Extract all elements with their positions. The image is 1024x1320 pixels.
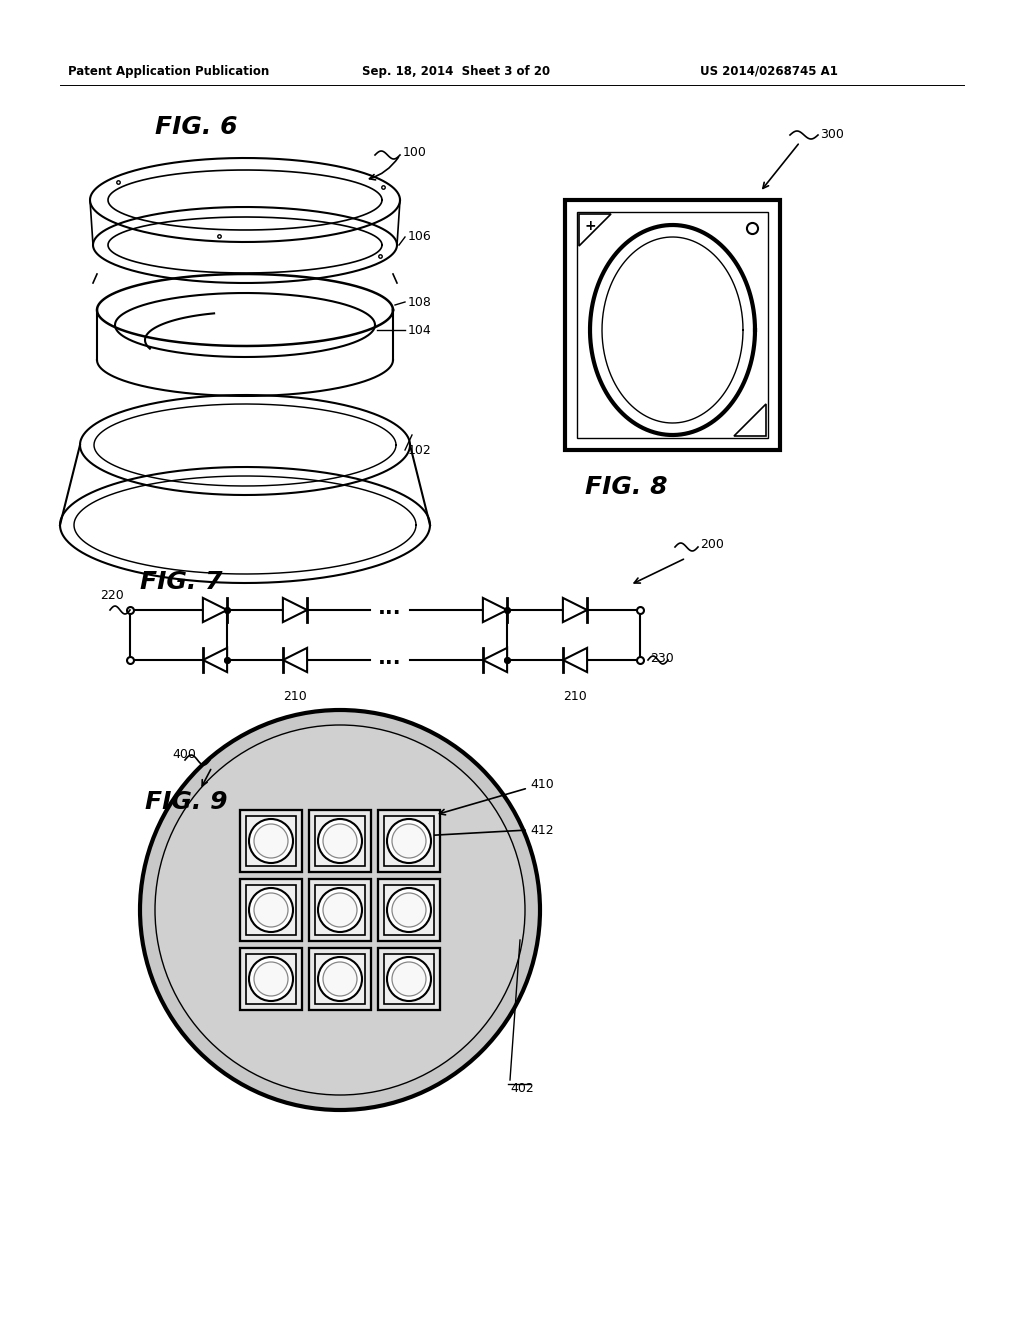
Bar (315, 884, 365, 935)
Bar (246, 816, 296, 866)
Circle shape (155, 725, 525, 1096)
Bar (565, 201, 780, 450)
Text: ...: ... (378, 598, 401, 618)
Circle shape (318, 957, 362, 1001)
Polygon shape (203, 598, 227, 622)
Text: FIG. 9: FIG. 9 (145, 789, 227, 814)
Bar (315, 954, 365, 1005)
Circle shape (318, 818, 362, 863)
Circle shape (392, 962, 426, 997)
Circle shape (323, 894, 357, 927)
Text: FIG. 6: FIG. 6 (155, 115, 238, 139)
Circle shape (387, 888, 431, 932)
Polygon shape (283, 598, 307, 622)
Bar (240, 810, 302, 873)
Text: 108: 108 (408, 296, 432, 309)
Bar (246, 884, 296, 935)
Bar (240, 948, 302, 1010)
Text: 402: 402 (510, 1082, 534, 1096)
Text: 104: 104 (408, 323, 432, 337)
Polygon shape (203, 648, 227, 672)
Circle shape (254, 824, 288, 858)
Bar (315, 816, 365, 866)
Bar (246, 954, 296, 1005)
Bar (240, 879, 302, 941)
Text: 102: 102 (408, 444, 432, 457)
Text: 300: 300 (820, 128, 844, 141)
Polygon shape (734, 404, 766, 436)
Circle shape (249, 818, 293, 863)
Circle shape (249, 957, 293, 1001)
Text: 400: 400 (172, 748, 196, 762)
Bar (378, 879, 440, 941)
Text: 410: 410 (530, 779, 554, 792)
Text: US 2014/0268745 A1: US 2014/0268745 A1 (700, 65, 838, 78)
Text: 230: 230 (650, 652, 674, 664)
Bar (378, 810, 440, 873)
Polygon shape (283, 648, 307, 672)
Polygon shape (579, 214, 611, 246)
Text: 106: 106 (408, 231, 432, 243)
Text: FIG. 7: FIG. 7 (140, 570, 222, 594)
Circle shape (254, 962, 288, 997)
Text: ...: ... (378, 648, 401, 668)
Text: 220: 220 (100, 589, 124, 602)
Bar (309, 948, 371, 1010)
Circle shape (392, 894, 426, 927)
Circle shape (249, 888, 293, 932)
Bar (577, 213, 768, 438)
Text: Sep. 18, 2014  Sheet 3 of 20: Sep. 18, 2014 Sheet 3 of 20 (362, 65, 550, 78)
Circle shape (323, 962, 357, 997)
Polygon shape (563, 598, 587, 622)
Polygon shape (563, 648, 587, 672)
Text: 210: 210 (563, 690, 587, 704)
Circle shape (392, 824, 426, 858)
Polygon shape (483, 598, 507, 622)
Bar (384, 954, 434, 1005)
Circle shape (323, 824, 357, 858)
Text: 200: 200 (700, 539, 724, 552)
Text: Patent Application Publication: Patent Application Publication (68, 65, 269, 78)
Polygon shape (483, 648, 507, 672)
Circle shape (387, 818, 431, 863)
Bar (309, 810, 371, 873)
Bar (378, 948, 440, 1010)
Circle shape (387, 957, 431, 1001)
Circle shape (254, 894, 288, 927)
Text: 210: 210 (283, 690, 307, 704)
Text: FIG. 8: FIG. 8 (585, 475, 668, 499)
Circle shape (318, 888, 362, 932)
Text: +: + (585, 219, 597, 234)
Circle shape (140, 710, 540, 1110)
Bar (384, 884, 434, 935)
Bar (384, 816, 434, 866)
Text: 100: 100 (403, 145, 427, 158)
Bar (309, 879, 371, 941)
Text: 412: 412 (530, 824, 554, 837)
